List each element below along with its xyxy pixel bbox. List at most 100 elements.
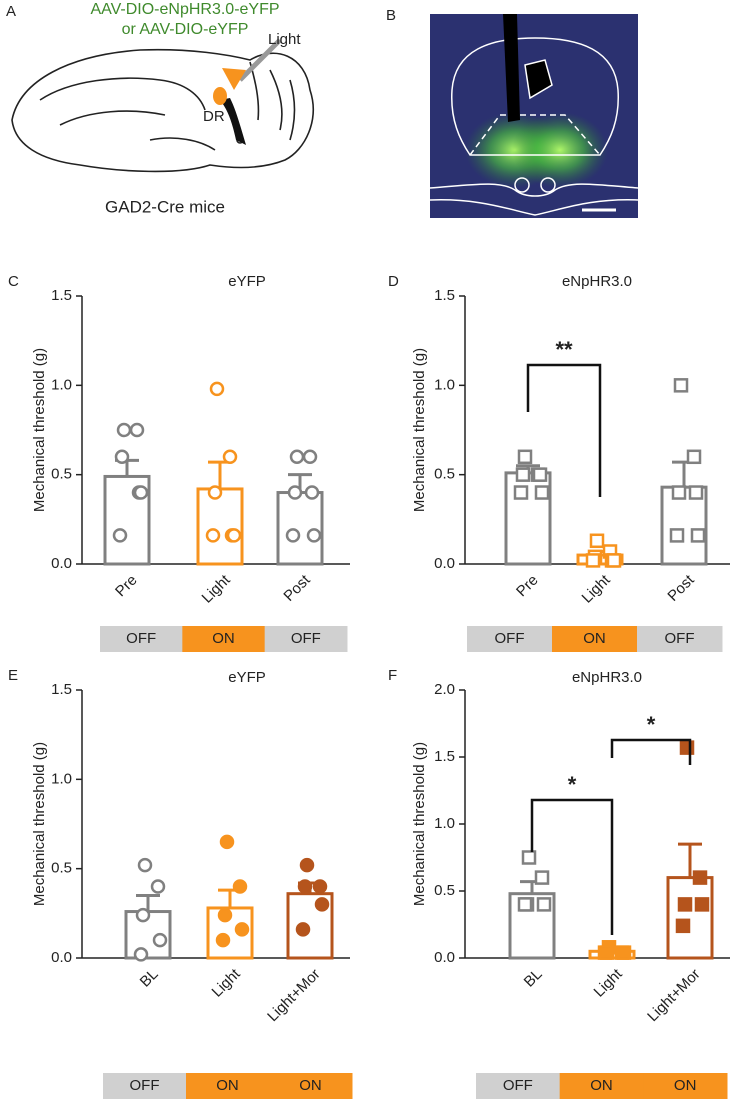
data-point — [312, 879, 328, 894]
data-point — [205, 528, 221, 543]
data-point — [669, 528, 685, 543]
panel-letter: A — [6, 3, 16, 20]
expression-glow — [512, 112, 608, 188]
condition-bar — [476, 1073, 561, 1099]
atlas-outline — [429, 37, 639, 216]
data-point — [677, 897, 693, 912]
data-point — [314, 897, 330, 912]
dr-marker — [213, 87, 227, 105]
condition-bar — [186, 1073, 270, 1099]
data-point — [207, 485, 223, 500]
y-tick-label: 0.5 — [51, 466, 72, 483]
x-tick-label: Post — [280, 571, 314, 605]
condition-label: OFF — [495, 630, 525, 647]
condition-bar — [637, 626, 723, 652]
brain-sketch — [11, 48, 314, 173]
chart-title: eYFP — [228, 669, 266, 686]
data-point — [222, 449, 238, 465]
y-axis-label: Mechanical threshold (g) — [411, 742, 428, 906]
data-point — [304, 485, 320, 500]
y-tick-label: 1.5 — [434, 748, 455, 765]
significance-label: * — [647, 712, 656, 737]
x-tick-label: BL — [137, 966, 162, 991]
data-point — [597, 945, 613, 960]
y-tick-label: 1.5 — [434, 287, 455, 304]
data-point — [534, 870, 550, 885]
bar — [276, 491, 324, 566]
x-tick-label: Light — [209, 965, 245, 1001]
y-tick-label: 0.0 — [434, 555, 455, 572]
injection-marker — [222, 68, 246, 90]
bar — [196, 487, 244, 566]
condition-label: ON — [590, 1077, 613, 1094]
y-tick-label: 1.5 — [51, 681, 72, 698]
data-point — [129, 422, 145, 438]
x-tick-label: Light+Mor — [264, 966, 323, 1025]
condition-bar — [552, 626, 638, 652]
data-point — [234, 922, 250, 937]
y-tick-label: 0.5 — [51, 860, 72, 877]
virus-label: AAV-DIO-eNpHR3.0-eYFP — [90, 1, 279, 18]
chart-title: eNpHR3.0 — [562, 273, 632, 290]
data-point — [515, 467, 531, 482]
y-tick-label: 1.0 — [434, 815, 455, 832]
light-label: Light — [268, 31, 301, 48]
region-label: DR — [203, 108, 225, 125]
data-point — [285, 528, 301, 543]
panel-letter: B — [386, 7, 396, 24]
data-point — [209, 381, 225, 397]
data-point — [606, 553, 622, 568]
data-point — [532, 467, 548, 482]
data-point — [133, 947, 149, 962]
optic-fiber — [238, 38, 282, 82]
data-point — [686, 449, 702, 465]
panel-letter: E — [8, 667, 18, 684]
data-point — [692, 870, 708, 885]
condition-label: ON — [212, 630, 235, 647]
data-point — [589, 533, 605, 549]
panel-letter: D — [388, 273, 399, 290]
panel-letter: C — [8, 273, 19, 290]
fiber-tip — [524, 59, 553, 100]
data-point — [306, 528, 322, 543]
condition-label: ON — [583, 630, 606, 647]
virus-label: or AAV-DIO-eYFP — [122, 21, 249, 38]
y-tick-label: 1.0 — [51, 770, 72, 787]
data-point — [295, 922, 311, 937]
data-point — [675, 918, 691, 934]
y-axis-label: Mechanical threshold (g) — [411, 348, 428, 512]
brain-ventricle — [220, 98, 246, 145]
y-tick-label: 1.5 — [51, 287, 72, 304]
y-tick-label: 0.0 — [51, 949, 72, 966]
significance-bracket — [526, 363, 602, 497]
data-point — [688, 485, 704, 500]
condition-label: OFF — [130, 1077, 160, 1094]
data-point — [690, 528, 706, 543]
y-tick-label: 1.0 — [434, 376, 455, 393]
data-point — [133, 485, 149, 500]
x-tick-label: BL — [521, 966, 546, 991]
condition-bar — [559, 1073, 644, 1099]
x-tick-label: Pre — [112, 572, 141, 601]
y-tick-label: 1.0 — [51, 376, 72, 393]
x-tick-label: Light — [579, 571, 615, 607]
data-point — [534, 485, 550, 500]
y-tick-label: 0.0 — [51, 555, 72, 572]
condition-label: OFF — [126, 630, 156, 647]
condition-label: OFF — [665, 630, 695, 647]
data-point — [112, 528, 128, 543]
condition-bar — [182, 626, 266, 652]
data-point — [215, 932, 231, 948]
data-point — [299, 857, 315, 873]
bar — [666, 876, 714, 960]
data-point — [287, 485, 303, 500]
condition-bar — [264, 626, 348, 652]
data-point — [673, 378, 689, 393]
data-point — [289, 449, 305, 465]
y-axis-label: Mechanical threshold (g) — [31, 742, 48, 906]
data-point — [585, 553, 601, 568]
panel-letter: F — [388, 667, 397, 684]
y-tick-label: 2.0 — [434, 681, 455, 698]
data-point — [302, 449, 318, 465]
